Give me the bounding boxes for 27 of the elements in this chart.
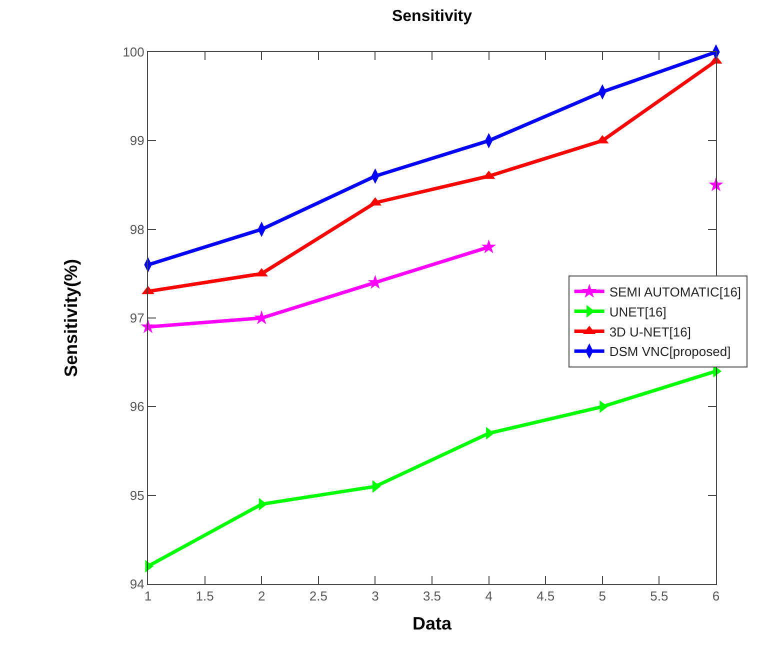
y-tick-label: 99 [130,133,144,148]
y-tick-label: 94 [130,576,144,592]
legend-label: DSM VNC[proposed] [609,344,731,360]
point [481,239,496,254]
x-tick-label: 1.5 [196,588,214,604]
x-tick-label: 6 [712,588,720,604]
y-tick-label: 96 [130,399,144,414]
x-tick-label: 2.5 [309,588,328,604]
y-axis-title: Sensitivity(%) [60,258,81,378]
legend-label: 3D U-NET[16] [609,324,691,340]
x-tick-label: 4 [485,588,492,604]
y-tick-label: 97 [130,310,144,326]
y-tick-label: 100 [122,44,144,60]
legend-label: UNET[16] [609,304,666,320]
x-tick-label: 5.5 [650,588,668,604]
x-tick-label: 5 [598,588,606,604]
x-tick-label: 3 [372,588,379,604]
x-tick-label: 4.5 [536,588,555,604]
x-tick-label: 2 [258,588,266,604]
x-tick-label: 1 [144,588,152,604]
point [708,177,724,192]
y-tick-label: 95 [130,488,144,503]
legend-label: SEMI AUTOMATIC[16] [609,284,742,300]
y-tick-label: 98 [130,222,144,237]
x-tick-label: 3.5 [422,588,442,604]
chart-title: Sensitivity [392,8,472,25]
x-axis-title: Data [412,614,452,634]
